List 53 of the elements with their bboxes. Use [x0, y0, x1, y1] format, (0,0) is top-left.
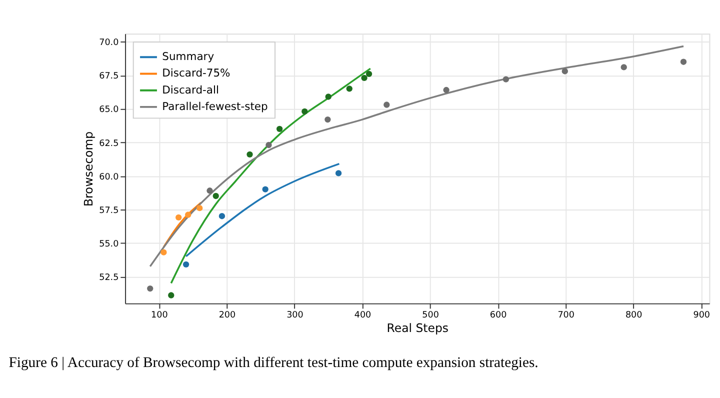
point	[218, 213, 226, 220]
point	[443, 86, 450, 94]
y-tick-label: 70.0	[99, 38, 119, 48]
legend-label: Discard-75%	[162, 66, 230, 80]
point	[182, 261, 190, 268]
x-tick-label: 600	[490, 310, 507, 320]
y-tick-label: 52.5	[99, 272, 119, 283]
point	[206, 188, 213, 194]
point	[366, 70, 372, 78]
point	[262, 186, 268, 192]
point	[620, 64, 627, 70]
line-series	[185, 162, 340, 258]
point	[680, 58, 687, 65]
point	[324, 116, 331, 123]
point	[276, 126, 283, 132]
line-series	[149, 45, 684, 268]
point	[502, 76, 510, 82]
legend-label: Parallel-fewest-step	[162, 100, 268, 113]
point	[212, 192, 219, 200]
x-tick-label: 400	[354, 310, 372, 320]
x-tick-label: 100	[151, 310, 168, 320]
point	[325, 94, 332, 100]
caption: Figure 6 | Accuracy of Browsecomp with different test-time compute expansion strategies.	[8, 354, 538, 371]
point	[246, 151, 253, 158]
y-tick-label: 60.0	[99, 172, 119, 182]
y-axis-title: Browsecomp	[81, 131, 96, 207]
point	[196, 204, 203, 212]
point	[266, 142, 272, 148]
point	[562, 68, 568, 74]
x-tick-label: 800	[625, 310, 642, 320]
point	[147, 285, 154, 292]
x-tick-label: 200	[218, 310, 236, 320]
legend-label: Discard-all	[162, 83, 219, 96]
point	[302, 108, 308, 115]
point	[184, 212, 192, 218]
y-tick-label: 57.5	[99, 206, 119, 216]
y-tick-label: 55.0	[99, 239, 119, 250]
y-tick-label: 67.5	[99, 72, 119, 82]
point	[160, 249, 167, 256]
point	[384, 102, 390, 108]
y-tick-label: 62.5	[99, 138, 119, 149]
point	[176, 214, 182, 221]
x-tick-label: 300	[286, 310, 304, 320]
x-tick-label: 700	[558, 310, 574, 320]
point	[346, 86, 352, 92]
x-tick-label: 900	[693, 310, 710, 320]
point	[361, 74, 368, 82]
legend-label: Summary	[162, 50, 215, 64]
point	[168, 292, 174, 298]
x-tick-label: 500	[422, 310, 439, 320]
y-tick-label: 65.0	[99, 105, 119, 116]
point	[335, 170, 342, 176]
x-axis-title: Real Steps	[386, 321, 449, 336]
